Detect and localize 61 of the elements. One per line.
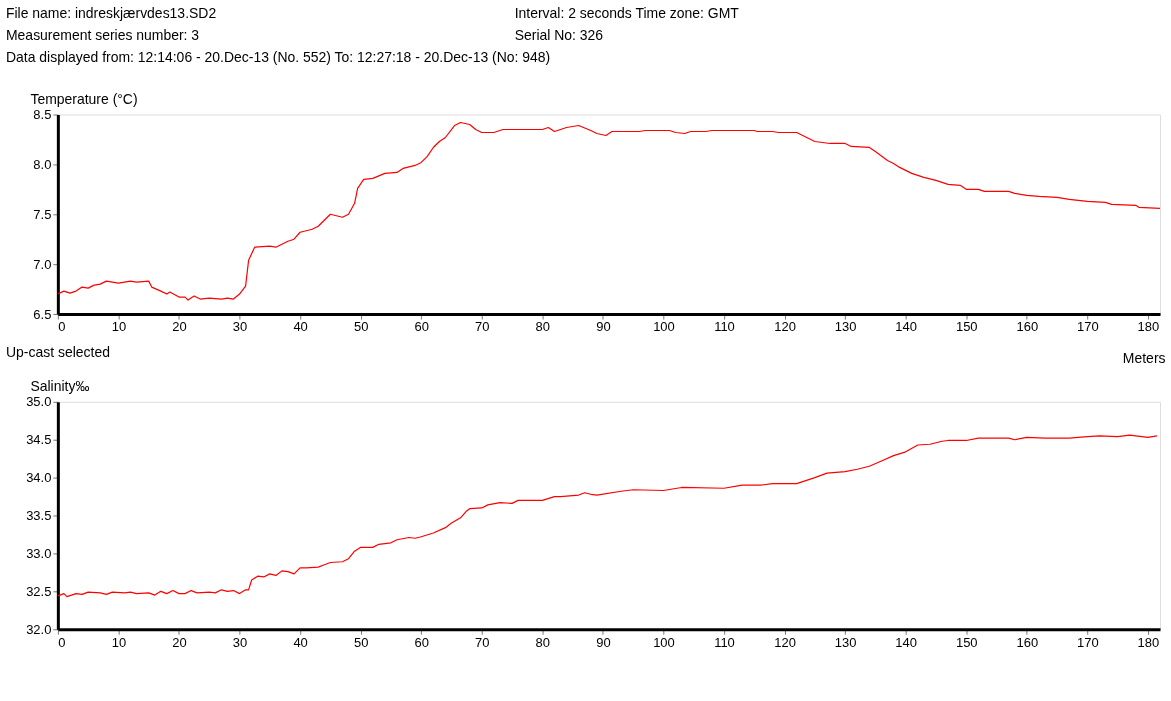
x-tick-label: 130 — [834, 319, 857, 335]
x-axis-title: Meters — [1122, 350, 1166, 367]
y-tick-label: 6.5 — [33, 306, 52, 322]
x-tick-label: 110 — [714, 634, 735, 650]
x-tick-label: 10 — [111, 634, 127, 650]
x-tick-label: 80 — [535, 634, 551, 650]
y-tick-label: 32.0 — [26, 621, 52, 637]
x-tick-label: 140 — [895, 634, 917, 650]
x-tick-label: 110 — [714, 319, 735, 335]
text: Serial No: 326 — [514, 26, 604, 43]
y-tick-label: 34.0 — [26, 470, 52, 486]
x-tick-label: 70 — [475, 634, 490, 650]
x-tick-label: 100 — [653, 634, 675, 650]
x-tick-label: 180 — [1137, 319, 1160, 335]
x-tick-label: 60 — [414, 319, 429, 335]
y-tick-label: 8.0 — [33, 156, 52, 172]
x-tick-label: 40 — [293, 319, 308, 335]
x-tick-label: 20 — [172, 634, 187, 650]
text: Data displayed from: 12:14:06 - 20.Dec-13 (No. 552) To: 12:27:18 - 20.Dec-13 (No: 948) — [5, 48, 551, 65]
x-tick-label: 30 — [232, 634, 248, 650]
x-tick-label: 0 — [58, 634, 66, 650]
x-tick-label: 10 — [111, 319, 127, 335]
x-tick-label: 140 — [895, 319, 917, 335]
x-tick-label: 100 — [653, 319, 675, 335]
y-tick-label: 32.5 — [26, 583, 52, 599]
text: Interval: 2 seconds Time zone: GMT — [514, 4, 740, 21]
text: Up-cast selected — [5, 343, 110, 360]
x-tick-label: 50 — [353, 634, 369, 650]
x-tick-label: 120 — [774, 319, 796, 335]
x-tick-label: 40 — [293, 634, 308, 650]
x-tick-label: 50 — [353, 319, 369, 335]
x-tick-label: 80 — [535, 319, 551, 335]
x-tick-label: 160 — [1016, 634, 1039, 650]
x-tick-label: 0 — [58, 319, 66, 335]
y-axis-title: Temperature (°C) — [30, 91, 138, 108]
line-series — [57, 121, 1161, 301]
y-axis-title: Salinity‰ — [30, 378, 90, 395]
x-tick-label: 120 — [774, 634, 796, 650]
y-tick-label: 33.5 — [26, 508, 52, 524]
x-tick-label: 20 — [172, 319, 187, 335]
x-tick-label: 60 — [414, 634, 429, 650]
x-tick-label: 90 — [596, 634, 611, 650]
x-tick-label: 130 — [834, 634, 857, 650]
y-tick-label: 33.0 — [26, 545, 52, 561]
x-tick-label: 170 — [1077, 319, 1099, 335]
x-tick-label: 180 — [1137, 634, 1160, 650]
x-tick-label: 150 — [955, 634, 978, 650]
y-tick-label: 7.0 — [33, 256, 52, 272]
text: Measurement series number: 3 — [5, 26, 200, 43]
y-tick-label: 35.0 — [26, 394, 52, 410]
x-tick-label: 30 — [232, 319, 248, 335]
y-tick-label: 8.5 — [33, 107, 52, 123]
x-tick-label: 160 — [1016, 319, 1039, 335]
line-series — [57, 434, 1158, 598]
text: File name: indreskjærvdes13.SD2 — [5, 4, 217, 21]
x-tick-label: 170 — [1077, 634, 1099, 650]
x-tick-label: 90 — [596, 319, 611, 335]
y-tick-label: 34.5 — [26, 432, 52, 448]
x-tick-label: 70 — [475, 319, 490, 335]
x-tick-label: 150 — [955, 319, 978, 335]
y-tick-label: 7.5 — [33, 206, 52, 222]
